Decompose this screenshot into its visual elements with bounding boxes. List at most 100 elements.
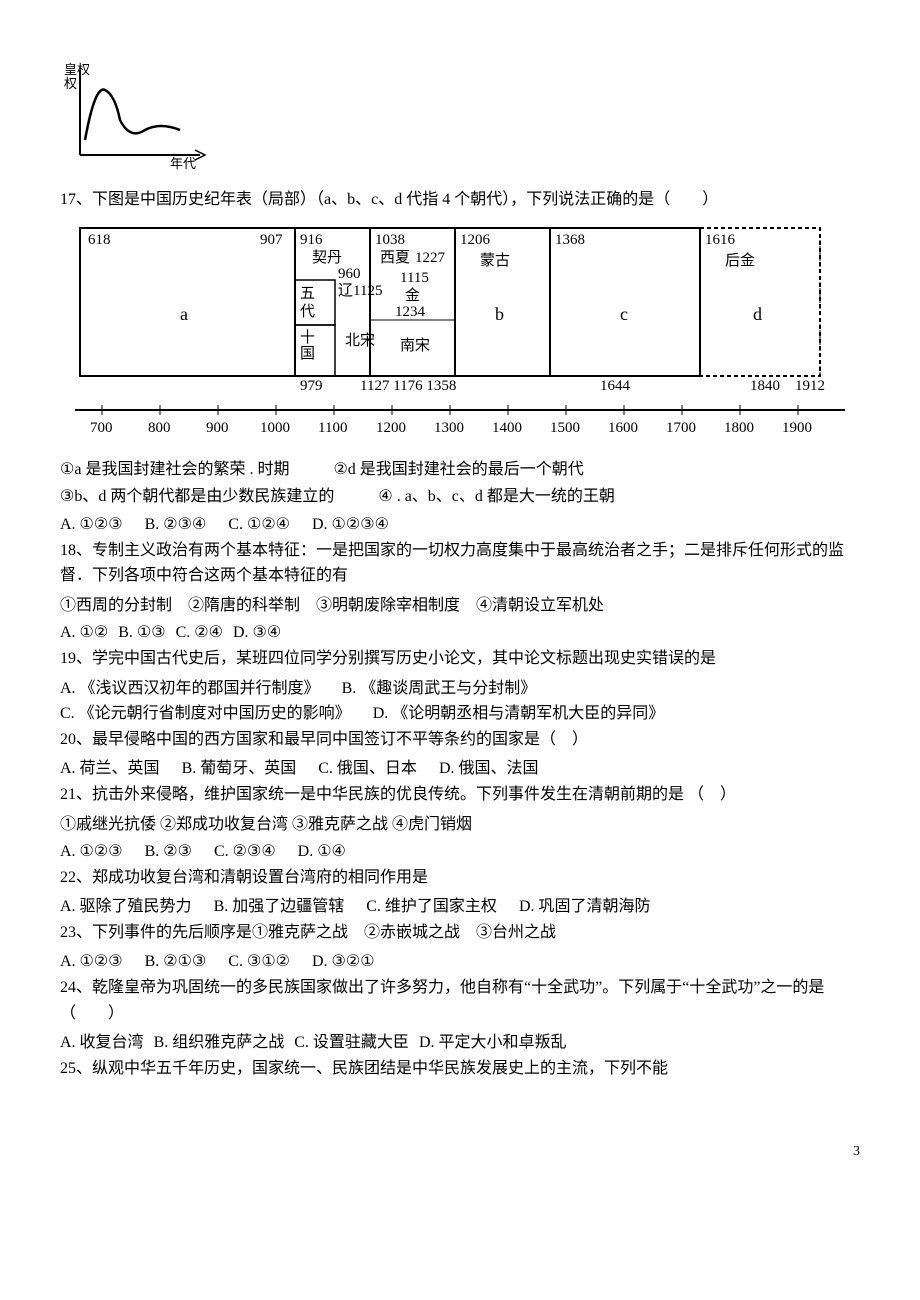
q-text: 下列事件的先后顺序是①雅克萨之战 ②赤嵌城之战 ③台州之战 [92, 924, 556, 941]
option-b: B. ②③ [145, 843, 192, 860]
svg-text:c: c [620, 304, 628, 324]
option-c: C. 俄国、日本 [318, 760, 417, 777]
option-b: B. ②①③ [145, 953, 207, 970]
stmt: ①a 是我国封建社会的繁荣 . 时期 [60, 461, 289, 478]
stmt: ④清朝设立军机处 [476, 597, 604, 614]
q-num: 23、 [60, 924, 92, 941]
svg-text:1038: 1038 [375, 232, 405, 248]
svg-text:辽1125: 辽1125 [338, 282, 382, 299]
power-curve-svg: 皇权 权 年代 [60, 60, 210, 170]
svg-text:十: 十 [300, 329, 315, 346]
q17-statements: ①a 是我国封建社会的繁荣 . 时期 ②d 是我国封建社会的最后一个朝代 [60, 457, 860, 483]
stmt: ④ . a、b、c、d 都是大一统的王朝 [378, 488, 615, 505]
svg-text:1900: 1900 [782, 420, 812, 436]
question-19: 19、学完中国古代史后，某班四位同学分别撰写历史小论文，其中论文标题出现史实错误… [60, 646, 860, 672]
stmt: ③明朝废除宰相制度 [316, 597, 460, 614]
q-num: 25、 [60, 1060, 92, 1077]
svg-text:1100: 1100 [318, 420, 347, 436]
question-20: 20、最早侵略中国的西方国家和最早同中国签订不平等条约的国家是（ ） [60, 727, 860, 753]
option-d: D. ③④ [233, 624, 281, 641]
svg-text:800: 800 [148, 420, 171, 436]
q21-options: A. ①②③ B. ②③ C. ②③④ D. ①④ [60, 839, 860, 865]
svg-text:916: 916 [300, 232, 323, 248]
option-d: D. 《论明朝丞相与清朝军机大臣的异同》 [373, 705, 665, 722]
q18-statements: ①西周的分封制 ②隋唐的科举制 ③明朝废除宰相制度 ④清朝设立军机处 [60, 593, 860, 619]
option-d: D. 平定大小和卓叛乱 [419, 1034, 567, 1051]
option-d: D. 俄国、法国 [439, 760, 539, 777]
q19-options: A. 《浅议西汉初年的郡国并行制度》 B. 《趣谈周武王与分封制》 C. 《论元… [60, 676, 860, 727]
svg-text:1206: 1206 [460, 232, 491, 248]
option-a: A. 收复台湾 [60, 1034, 144, 1051]
option-a: A. 荷兰、英国 [60, 760, 160, 777]
svg-text:900: 900 [206, 420, 229, 436]
question-21: 21、抗击外来侵略，维护国家统一是中华民族的优良传统。下列事件发生在清朝前期的是… [60, 782, 860, 808]
timeline-chart: 618907 a 916 契丹 五代 辽1125 960 十国 979 北宋 1… [60, 220, 860, 449]
q-text: 郑成功收复台湾和清朝设置台湾府的相同作用是 [92, 869, 428, 886]
option-a: A. ①②③ [60, 843, 123, 860]
option-a: A. ①②③ [60, 953, 123, 970]
q-text: 纵观中华五千年历史，国家统一、民族团结是中华民族发展史上的主流，下列不能 [92, 1060, 668, 1077]
svg-text:代: 代 [300, 303, 315, 320]
option-c: C. ③①② [228, 953, 290, 970]
option-a: A. ①② [60, 624, 108, 641]
svg-text:1127 1176 1358: 1127 1176 1358 [360, 378, 456, 394]
question-17: 17、下图是中国历史纪年表（局部）（a、b、c、d 代指 4 个朝代），下列说法… [60, 187, 860, 213]
y-axis-label: 皇权 [64, 62, 90, 77]
x-axis-label: 年代 [170, 156, 196, 170]
svg-text:618: 618 [88, 232, 111, 248]
stmt: ①西周的分封制 [60, 597, 172, 614]
option-d: D. 巩固了清朝海防 [519, 898, 651, 915]
q24-options: A. 收复台湾 B. 组织雅克萨之战 C. 设置驻藏大臣 D. 平定大小和卓叛乱 [60, 1030, 860, 1056]
svg-text:1800: 1800 [724, 420, 754, 436]
q22-options: A. 驱除了殖民势力 B. 加强了边疆管辖 C. 维护了国家主权 D. 巩固了清… [60, 894, 860, 920]
option-b: B. 组织雅克萨之战 [154, 1034, 285, 1051]
svg-text:1600: 1600 [608, 420, 638, 436]
option-a: A. 驱除了殖民势力 [60, 898, 192, 915]
q-num: 22、 [60, 869, 92, 886]
svg-text:1234: 1234 [395, 304, 426, 320]
svg-text:979: 979 [300, 378, 323, 394]
small-chart: 皇权 权 年代 [60, 60, 860, 179]
svg-text:契丹: 契丹 [312, 249, 342, 266]
question-18: 18、专制主义政治有两个基本特征：一是把国家的一切权力高度集中于最高统治者之手；… [60, 538, 860, 589]
page-number: 3 [60, 1141, 860, 1163]
q-text: 专制主义政治有两个基本特征：一是把国家的一切权力高度集中于最高统治者之手；二是排… [60, 542, 844, 585]
question-24: 24、乾隆皇帝为巩固统一的多民族国家做出了许多努力，他自称有“十全武功”。下列属… [60, 975, 860, 1026]
q-num: 19、 [60, 650, 92, 667]
svg-text:金: 金 [405, 287, 420, 304]
option-d: D. ①④ [298, 843, 346, 860]
q-text: 下图是中国历史纪年表（局部）（a、b、c、d 代指 4 个朝代），下列说法正确的… [92, 191, 718, 208]
svg-text:1368: 1368 [555, 232, 585, 248]
svg-text:后金: 后金 [725, 252, 755, 269]
q23-options: A. ①②③ B. ②①③ C. ③①② D. ③②① [60, 949, 860, 975]
q18-options: A. ①② B. ①③ C. ②④ D. ③④ [60, 620, 860, 646]
q-num: 21、 [60, 786, 92, 803]
svg-text:1912: 1912 [795, 378, 825, 394]
stmt: ②d 是我国封建社会的最后一个朝代 [333, 461, 583, 478]
q-num: 24、 [60, 979, 92, 996]
option-b: B. 葡萄牙、英国 [182, 760, 297, 777]
q-text: 学完中国古代史后，某班四位同学分别撰写历史小论文，其中论文标题出现史实错误的是 [92, 650, 716, 667]
q-text: 乾隆皇帝为巩固统一的多民族国家做出了许多努力，他自称有“十全武功”。下列属于“十… [60, 979, 824, 1022]
option-c: C. ②③④ [214, 843, 276, 860]
q-num: 17、 [60, 191, 92, 208]
svg-text:960: 960 [338, 266, 361, 282]
svg-text:蒙古: 蒙古 [480, 252, 510, 269]
question-25: 25、纵观中华五千年历史，国家统一、民族团结是中华民族发展史上的主流，下列不能 [60, 1056, 860, 1082]
svg-text:1000: 1000 [260, 420, 290, 436]
stmt: ②隋唐的科举制 [188, 597, 300, 614]
svg-text:五: 五 [300, 286, 315, 302]
svg-text:西夏: 西夏 [380, 250, 410, 266]
question-23: 23、下列事件的先后顺序是①雅克萨之战 ②赤嵌城之战 ③台州之战 [60, 920, 860, 946]
q21-statements: ①戚继光抗倭 ②郑成功收复台湾 ③雅克萨之战 ④虎门销烟 [60, 812, 860, 838]
option-a: A. 《浅议西汉初年的郡国并行制度》 [60, 680, 320, 697]
svg-text:1700: 1700 [666, 420, 696, 436]
option-d: D. ①②③④ [312, 516, 389, 533]
option-d: D. ③②① [312, 953, 375, 970]
option-c: C. ①②④ [228, 516, 290, 533]
option-c: C. 设置驻藏大臣 [294, 1034, 409, 1051]
svg-text:907: 907 [260, 232, 283, 248]
svg-text:南宋: 南宋 [400, 337, 430, 354]
stmt: ③b、d 两个朝代都是由少数民族建立的 [60, 488, 334, 505]
q-num: 20、 [60, 731, 92, 748]
